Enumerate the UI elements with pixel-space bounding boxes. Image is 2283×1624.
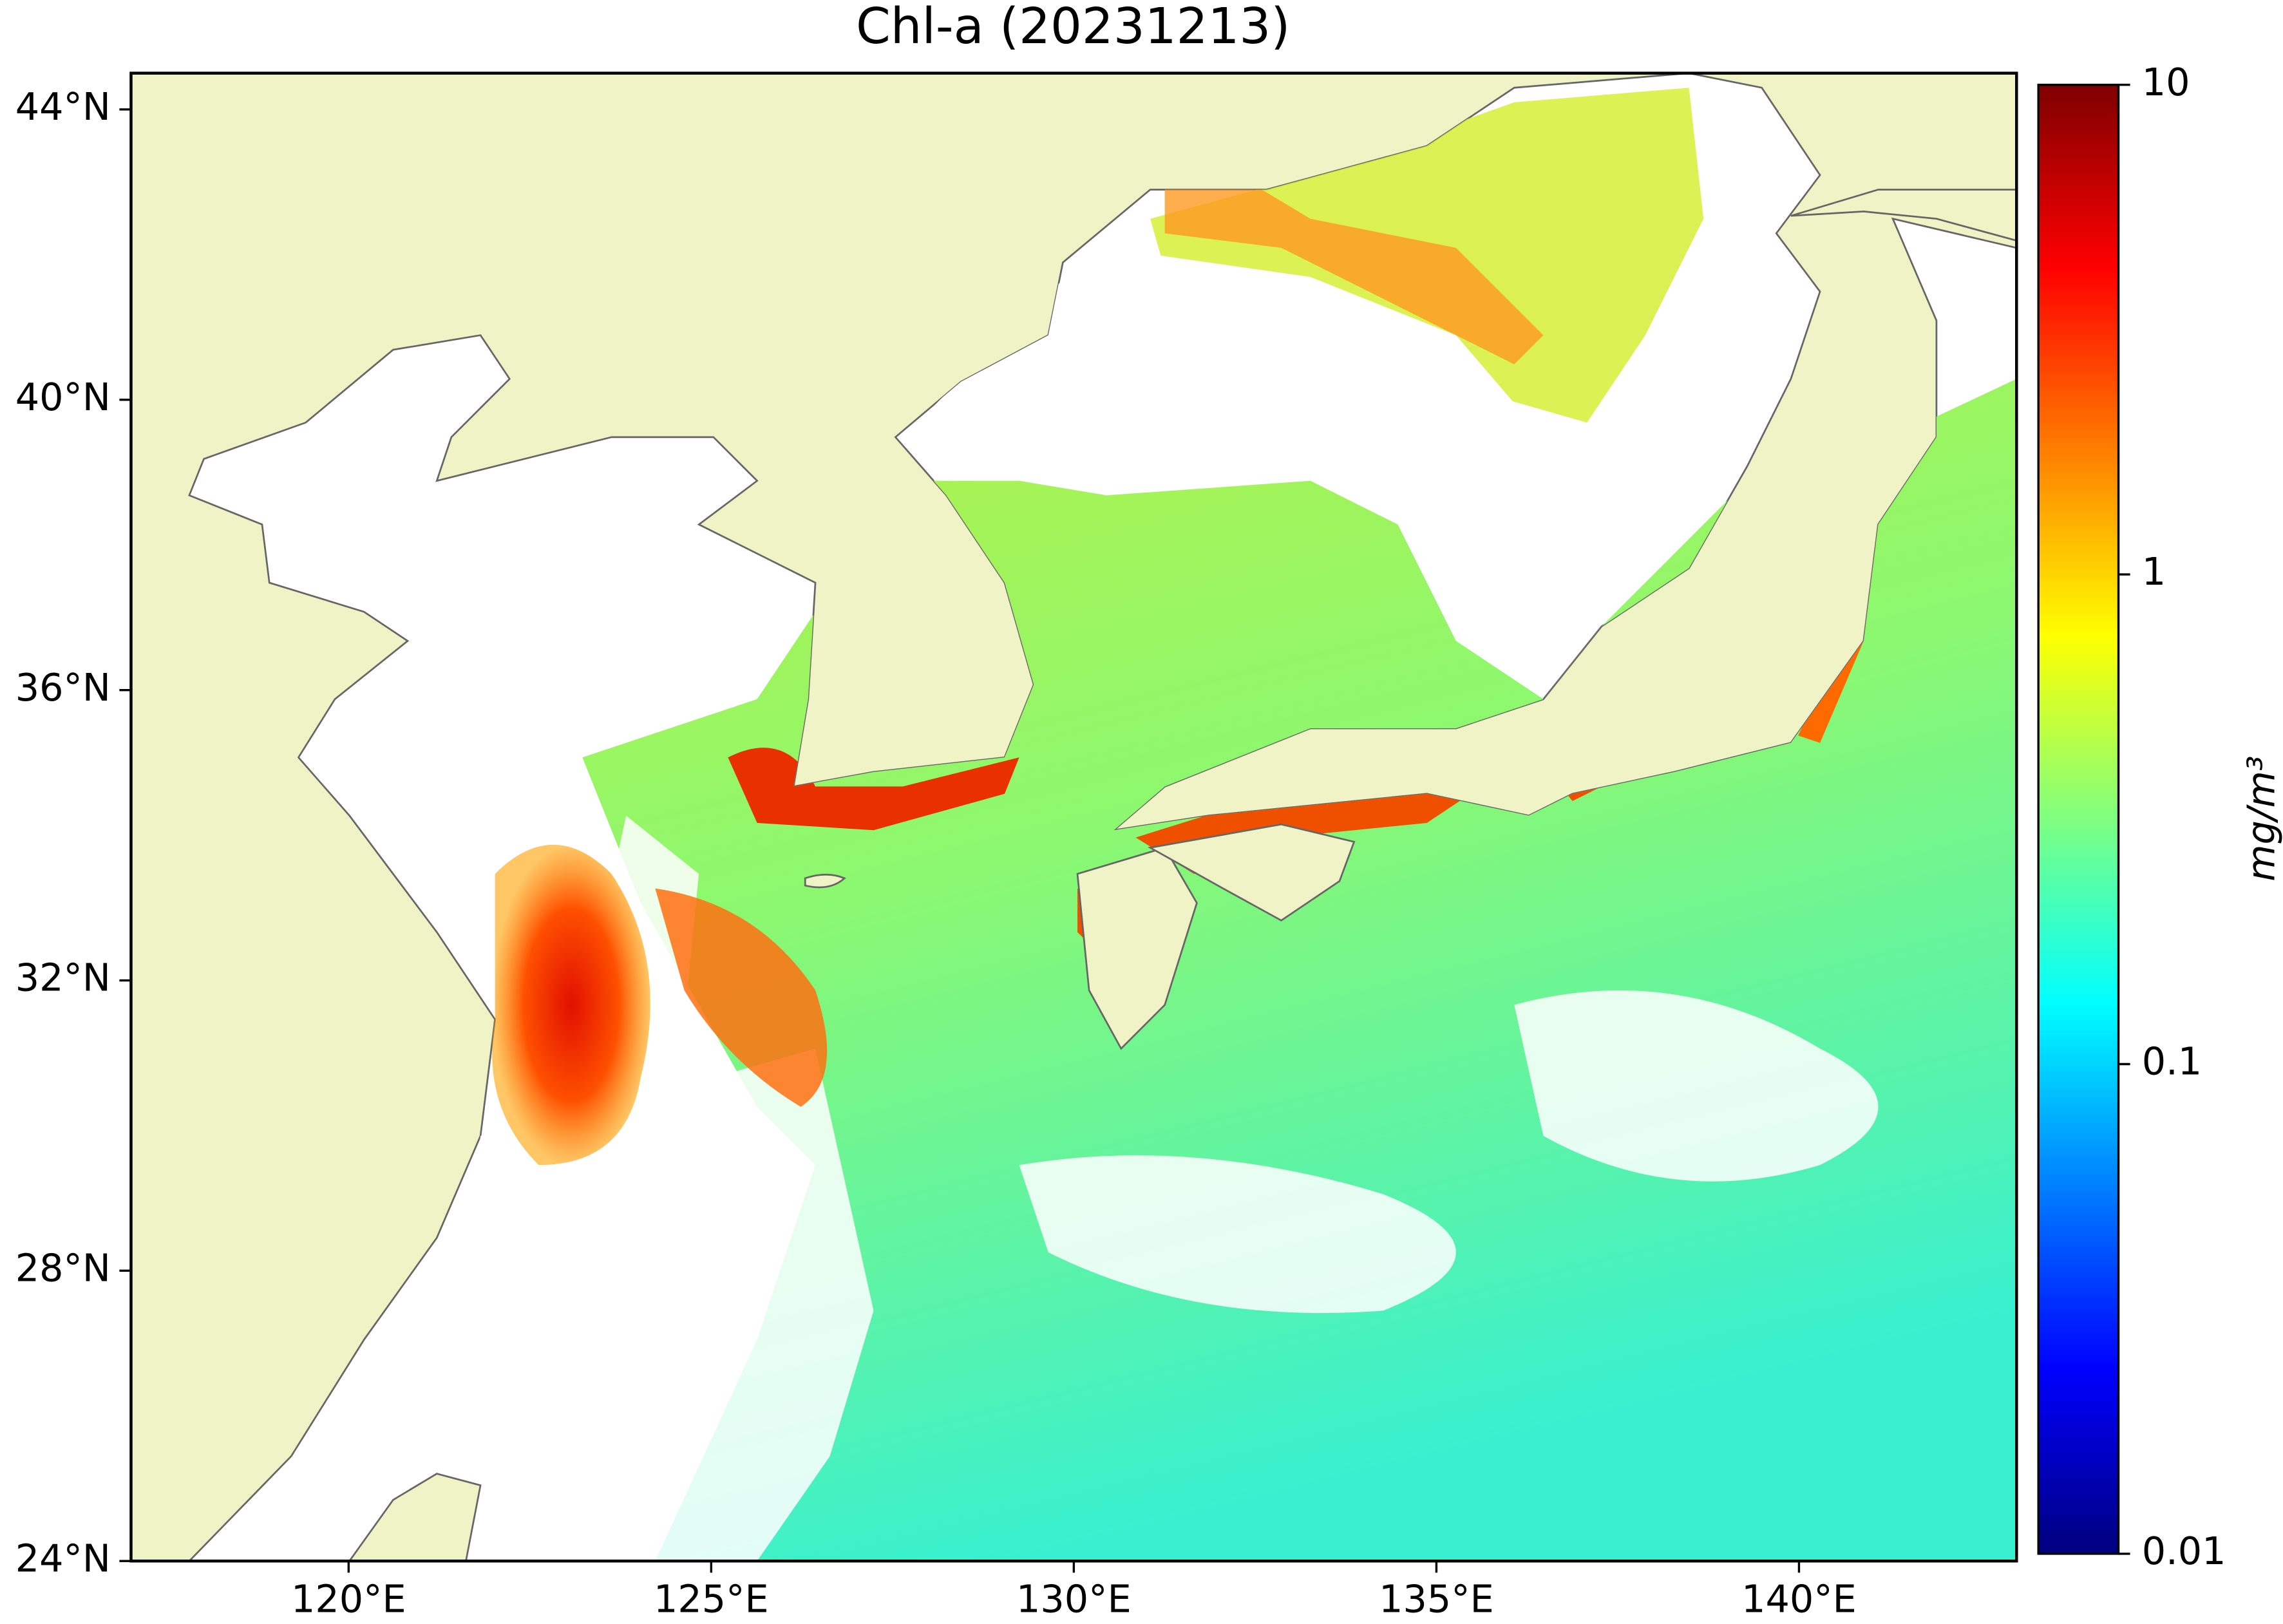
colorbar-tick-label: 0.01 (2142, 1529, 2226, 1573)
x-tick-label: 140°E (1741, 1577, 1857, 1621)
colorbar-tick-label: 10 (2142, 60, 2190, 104)
colorbar-label: mg/m³ (2239, 756, 2283, 882)
colorbar (2037, 84, 2120, 1555)
x-tick-label: 135°E (1379, 1577, 1494, 1621)
x-tick-label: 130°E (1016, 1577, 1132, 1621)
y-tick-label: 32°N (15, 956, 111, 1000)
y-tick-label: 40°N (15, 375, 111, 419)
y-tick-label: 24°N (15, 1536, 111, 1580)
colorbar-tick-label: 0.1 (2142, 1039, 2202, 1084)
island (804, 873, 846, 889)
y-tick-label: 44°N (15, 84, 111, 129)
y-tick-label: 28°N (15, 1245, 111, 1290)
y-tick-label: 36°N (15, 665, 111, 710)
island (1148, 823, 1356, 922)
map-body (131, 73, 2017, 1562)
x-tick-label: 120°E (291, 1577, 406, 1621)
x-tick-label: 125°E (654, 1577, 769, 1621)
map-title: Chl-a (20231213) (856, 0, 1290, 55)
island (348, 1473, 482, 1562)
island (1790, 189, 2017, 242)
colorbar-tick-label: 1 (2142, 549, 2166, 594)
